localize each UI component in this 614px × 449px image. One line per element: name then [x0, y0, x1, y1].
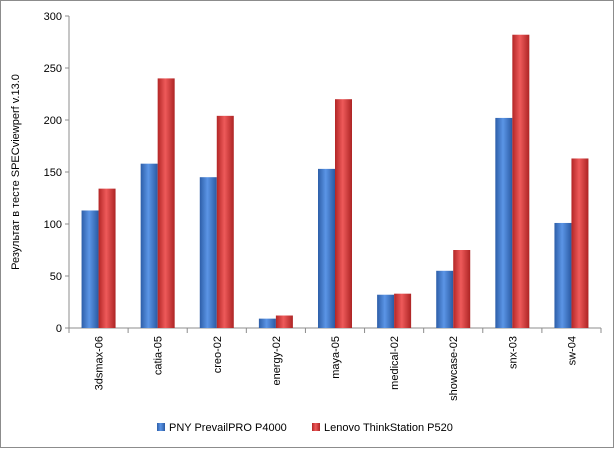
legend-label-series-0: PNY PrevailPRO P4000: [169, 422, 287, 434]
bar-catia-05-series-0: [140, 163, 158, 328]
x-tick-label: maya-05: [330, 336, 342, 379]
y-tick-label: 250: [44, 63, 62, 75]
x-tick-label: energy-02: [271, 336, 283, 386]
legend-swatch-series-0: [157, 423, 165, 431]
y-axis-title: Результат в тесте SPECviewperf v.13.0: [10, 74, 22, 270]
x-tick-label: snx-03: [507, 336, 519, 369]
bar-showcase-02-series-1: [453, 250, 471, 328]
x-tick-label: creo-02: [212, 336, 224, 373]
x-tick-label: sw-04: [566, 336, 578, 365]
bar-catia-05-series-1: [157, 78, 175, 329]
y-tick-label: 100: [44, 219, 62, 231]
x-tick-label: medical-02: [389, 336, 401, 390]
x-tick-label: 3dsmax-06: [94, 336, 106, 390]
legend-label-series-1: Lenovo ThinkStation P520: [324, 422, 453, 434]
bar-maya-05-series-0: [318, 168, 335, 328]
y-tick-label: 0: [56, 323, 62, 335]
bar-medical-02-series-1: [394, 293, 412, 328]
x-tick-label: showcase-02: [448, 336, 460, 401]
bar-snx-03-series-1: [512, 34, 530, 328]
bar-creo-02-series-1: [216, 115, 234, 328]
bar-snx-03-series-0: [495, 117, 513, 328]
legend: PNY PrevailPRO P4000 Lenovo ThinkStation…: [157, 422, 453, 434]
x-tick-label: catia-05: [153, 336, 165, 375]
bar-energy-02-series-0: [258, 318, 276, 328]
bar-maya-05-series-1: [335, 99, 352, 328]
bar-sw-04-series-0: [554, 222, 572, 328]
bar-3dsmax-06-series-1: [98, 188, 116, 328]
bar-energy-02-series-1: [275, 315, 293, 328]
bars: [81, 34, 589, 329]
bar-3dsmax-06-series-0: [81, 210, 99, 328]
bar-sw-04-series-1: [571, 158, 589, 328]
y-tick-label: 50: [50, 271, 62, 283]
bar-showcase-02-series-0: [436, 270, 454, 328]
x-tick-labels: 3dsmax-06 catia-05 creo-02 energy-02 maya-05…: [94, 336, 579, 401]
bar-medical-02-series-0: [377, 294, 395, 328]
legend-swatch-series-1: [312, 423, 320, 431]
y-tick-label: 300: [44, 11, 62, 23]
y-tick-label: 150: [44, 167, 62, 179]
bar-creo-02-series-0: [199, 177, 217, 328]
y-tick-labels: 0 50 100 150 200 250 300: [44, 11, 62, 335]
y-tick-label: 200: [44, 115, 62, 127]
